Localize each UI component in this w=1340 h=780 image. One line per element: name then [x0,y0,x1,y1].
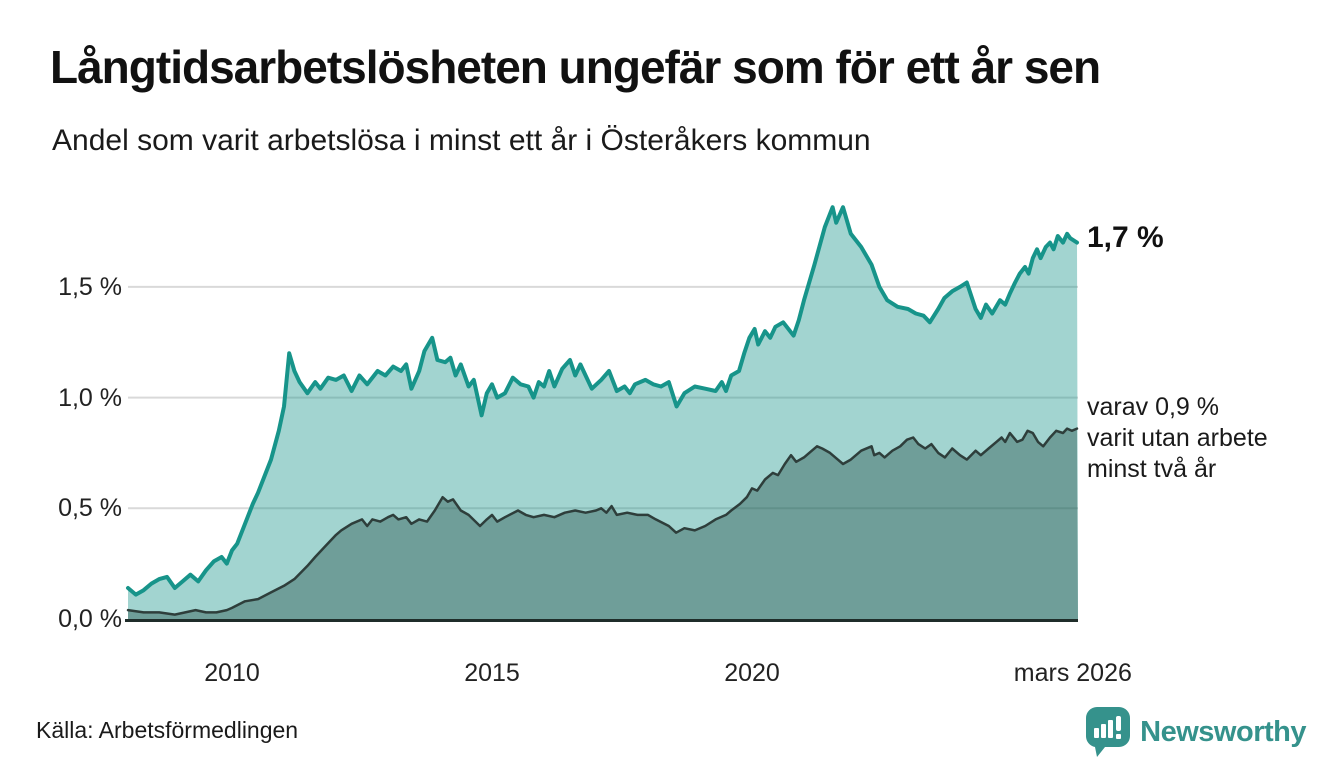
y-tick-label: 0,0 % [58,605,122,633]
brand-logo: Newsworthy [1086,706,1306,758]
page-subtitle: Andel som varit arbetslösa i minst ett å… [52,124,871,157]
area-fill-unemployed-2yr [128,428,1078,620]
series1-end-value-label: 1,7 % [1087,221,1164,254]
line-unemployed-2yr [126,427,1079,616]
x-tick-label: mars 2026 [1013,659,1132,687]
y-tick-label: 0,5 % [58,494,122,523]
series2-end-annotation: varav 0,9 % varit utan arbete minst två … [1087,392,1268,485]
line-unemployed-1yr [126,205,1079,597]
annotation-line: varav 0,9 % [1087,393,1220,421]
page-title: Långtidsarbetslösheten ungefär som för e… [50,41,1101,93]
newsworthy-logo-icon [1086,707,1131,757]
annotation-line: minst två år [1087,455,1217,483]
x-tick-label: 2015 [464,659,520,687]
x-tick-label: 2010 [204,659,260,687]
x-tick-label: 2020 [724,659,780,687]
annotation-line: varit utan arbete [1087,424,1268,452]
brand-wordmark: Newsworthy [1140,715,1306,748]
y-tick-label: 1,0 % [58,383,122,412]
area-fill-unemployed-1yr [128,207,1078,620]
source-credit: Källa: Arbetsförmedlingen [36,717,299,743]
y-tick-label: 1,5 % [58,272,122,301]
